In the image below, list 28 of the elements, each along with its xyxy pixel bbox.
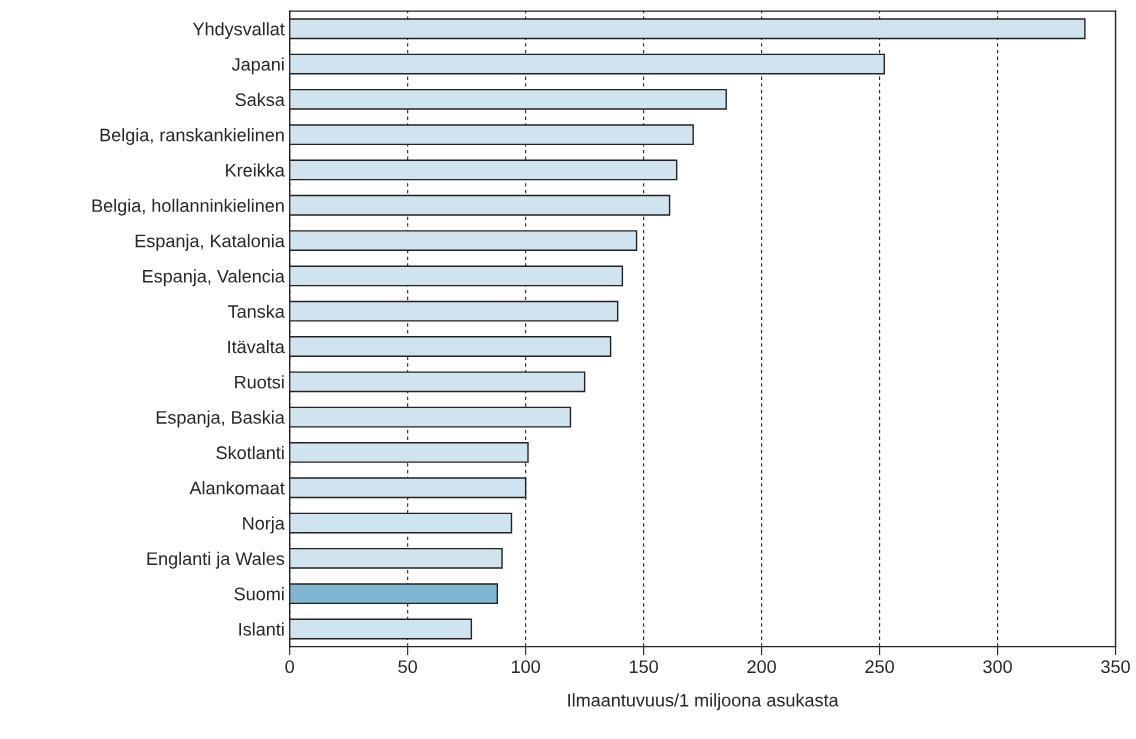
bar [289, 371, 586, 393]
x-tick-label: 300 [983, 660, 1012, 674]
y-tick-label: Yhdysvallat [192, 22, 285, 40]
y-tick-label: Islanti [239, 622, 284, 636]
y-tick-label: Englanti ja Wales [147, 551, 285, 569]
x-tick-label: 150 [629, 660, 658, 674]
y-tick-label: Saksa [235, 92, 285, 107]
y-tick-label: Espanja, Baskia [156, 410, 285, 428]
y-tick-label: Skotlanti [216, 445, 284, 460]
x-tick-label: 0 [285, 660, 294, 674]
y-tick-label: Japani [231, 57, 284, 75]
y-tick-label: Espanja, Katalonia [135, 234, 285, 251]
y-tick-label: Ruotsi [235, 375, 284, 389]
x-tick-label: 100 [511, 660, 540, 674]
x-tick-label: 250 [865, 660, 894, 674]
y-tick-label: Norja [243, 516, 285, 534]
x-axis-title: Ilmaantuvuus/1 miljoona asukasta [568, 693, 839, 711]
x-tick-label: 350 [1101, 660, 1130, 674]
y-tick-label: Belgia, hollanninkielinen [92, 198, 284, 216]
x-tick-label: 50 [398, 660, 417, 674]
y-tick-label: Espanja, Valencia [143, 269, 285, 287]
y-tick-label: Suomi [234, 587, 284, 601]
y-tick-label: Itävalta [228, 339, 285, 354]
y-tick-label: Kreikka [226, 163, 285, 177]
y-tick-label: Alankomaat [189, 481, 285, 495]
y-tick-label: Belgia, ranskankielinen [100, 128, 284, 145]
y-tick-label: Tanska [228, 304, 285, 318]
x-tick-label: 200 [747, 660, 776, 674]
